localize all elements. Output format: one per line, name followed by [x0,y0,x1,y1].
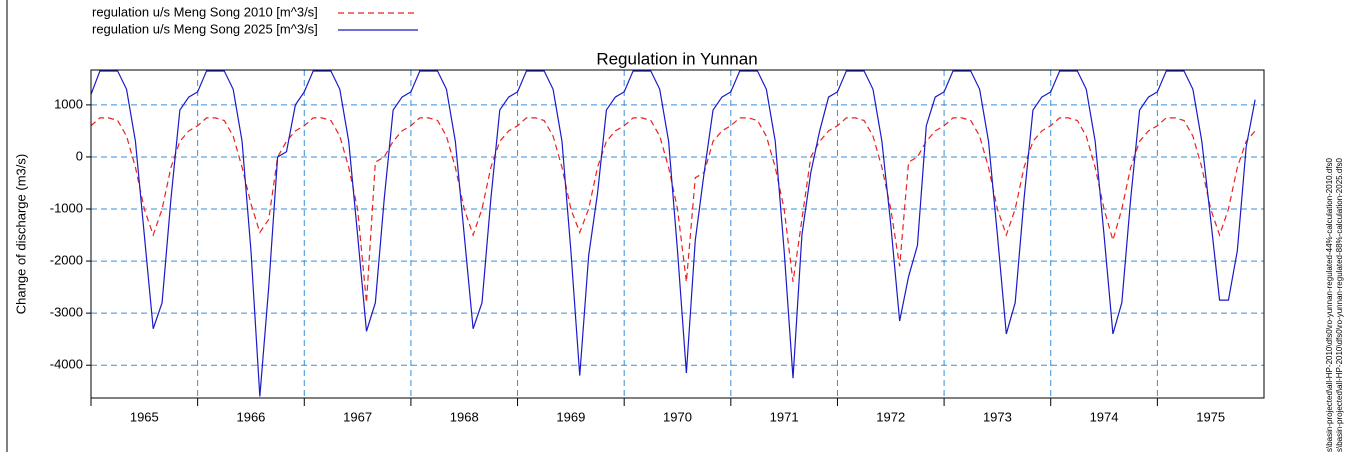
series-line [91,70,1256,397]
x-tick-label: 1971 [770,409,799,424]
x-tick-label: 1965 [130,409,159,424]
x-tick-label: 1973 [983,409,1012,424]
plot-area [91,70,1264,398]
y-tick-label: -2000 [50,253,83,268]
x-tick-label: 1970 [663,409,692,424]
x-tick-label: 1972 [876,409,905,424]
x-tick-label: 1975 [1196,409,1225,424]
side-note: s\basin-projected\all-HP-2010\dfs0\ro-yu… [1325,158,1334,452]
side-note: s\basin-projected\all-HP-2010\dfs0\ro-yu… [1335,158,1344,452]
y-tick-label: 1000 [54,96,83,111]
series-line [91,117,1256,303]
legend-label: regulation u/s Meng Song 2010 [m^3/s] [92,4,318,19]
plot-frame [90,69,1265,399]
x-tick-label: 1967 [343,409,372,424]
x-tick-label: 1974 [1090,409,1119,424]
x-tick-label: 1968 [450,409,479,424]
legend-label: regulation u/s Meng Song 2025 [m^3/s] [92,21,318,36]
x-tick-label: 1966 [236,409,265,424]
y-tick-label: 0 [76,148,83,163]
y-axis-label: Change of discharge (m3/s) [13,154,28,314]
y-tick-label: -3000 [50,305,83,320]
x-tick-label: 1969 [556,409,585,424]
y-tick-label: -4000 [50,357,83,372]
y-tick-label: -1000 [50,200,83,215]
chart-title: Regulation in Yunnan [596,49,757,68]
